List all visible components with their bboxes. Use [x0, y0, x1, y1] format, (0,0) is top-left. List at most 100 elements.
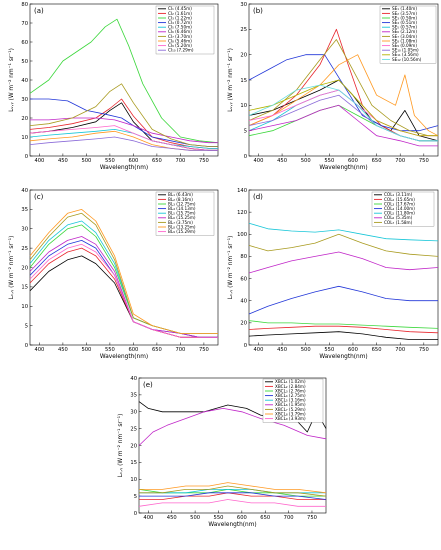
- legend-entry: CI₇ (3.70m): [168, 34, 192, 39]
- x-tick-label: 500: [81, 158, 91, 164]
- series-line: [29, 18, 219, 144]
- x-tick-label: 400: [253, 347, 263, 353]
- y-tick-label: 25: [240, 27, 247, 33]
- legend-entry: CI₂ (1.61m): [168, 11, 192, 16]
- legend-entry: BL₅ (15.75m): [168, 211, 196, 216]
- y-tick-label: 5: [25, 323, 28, 329]
- x-axis-label: Wavelength(nm): [100, 354, 148, 360]
- legend-entry: XBCL₄ (2.75m): [275, 393, 306, 398]
- legend-entry: SE₆ (2.12m): [392, 29, 417, 34]
- legend-entry: SE₁ (1.40m): [392, 6, 417, 11]
- x-tick-label: 400: [34, 158, 44, 164]
- y-tick-label: 35: [130, 393, 137, 399]
- x-tick-label: 750: [307, 515, 317, 521]
- x-tick-label: 550: [324, 347, 334, 353]
- y-tick-label: 0: [244, 343, 247, 349]
- y-tick-label: 0: [134, 511, 137, 517]
- legend-entry: XBCL₅ (3.16m): [275, 398, 306, 403]
- x-tick-label: 550: [324, 158, 334, 164]
- series-line: [29, 224, 218, 338]
- y-tick-label: 140: [237, 188, 247, 194]
- legend-entry: SE₇ (3.04m): [392, 34, 417, 39]
- series-line: [248, 104, 438, 147]
- y-tick-label: 10: [21, 135, 28, 141]
- y-tick-label: 20: [21, 265, 28, 271]
- legend: CI₁ (4.45m)CI₂ (1.61m)CI₃ (1.22m)CI₄ (0.…: [155, 5, 215, 55]
- y-tick-label: 10: [130, 477, 137, 483]
- series-line: [138, 499, 326, 507]
- y-axis-label: Lᵥ,ᵧ (W m⁻² nm⁻¹ sr⁻¹): [117, 414, 124, 478]
- legend-entry: SE₈ (1.08m): [392, 38, 417, 43]
- y-tick-label: 5: [134, 494, 137, 500]
- legend-entry: COL₇ (1.58m): [384, 220, 413, 225]
- series-line: [139, 482, 327, 494]
- panel-e: 400 450 500 550 600 650 700 750 0 5 10 15 20 25 30 35 40…: [117, 376, 327, 528]
- legend-entry: SE₂ (3.57m): [392, 11, 417, 16]
- legend-entry: CI₃ (1.22m): [168, 15, 192, 20]
- x-tick-label: 600: [348, 158, 358, 164]
- x-tick-label: 700: [395, 347, 405, 353]
- series-line: [29, 220, 218, 334]
- legend-entry: BL₆ (15.25m): [168, 215, 196, 220]
- y-tick-label: 25: [130, 426, 137, 432]
- y-tick-label: 20: [240, 321, 247, 327]
- y-tick-label: 60: [240, 276, 247, 282]
- series-line: [248, 79, 439, 142]
- x-tick-label: 550: [105, 347, 115, 353]
- series-line: [138, 407, 327, 446]
- series-line: [248, 251, 439, 274]
- panel-label: (c): [34, 193, 44, 201]
- y-tick-label: 50: [21, 59, 28, 65]
- y-axis-label: Lᵥ,ᵧ (W m⁻² nm⁻¹ sr⁻¹): [8, 236, 15, 300]
- legend-entry: COL₃ (17.67m): [384, 201, 415, 206]
- x-axis-label: Wavelength(nm): [100, 165, 148, 171]
- panel-a: 400 450 500 550 600 650 700 750 0 10 20 30 40 50 60 70 8…: [8, 2, 219, 171]
- panel-label: (d): [253, 193, 263, 201]
- x-tick-label: 600: [237, 515, 247, 521]
- x-tick-label: 600: [128, 347, 138, 353]
- legend-entry: CI₉ (5.20m): [168, 43, 192, 48]
- y-tick-label: 30: [21, 97, 28, 103]
- legend-entry: XBCL₃ (2.76m): [275, 388, 306, 393]
- x-tick-label: 700: [175, 347, 185, 353]
- legend-entry: COL₆ (5.35m): [384, 215, 413, 220]
- x-tick-label: 700: [175, 158, 185, 164]
- x-tick-label: 450: [167, 515, 177, 521]
- x-tick-label: 400: [253, 158, 263, 164]
- legend-entry: XBCL₂ (2.84m): [275, 384, 306, 389]
- x-tick-label: 450: [58, 347, 68, 353]
- x-axis-label: Wavelength(nm): [208, 522, 256, 528]
- series-line: [248, 331, 438, 340]
- legend-entry: XBCL₇ (5.29m): [275, 407, 306, 412]
- y-tick-label: 15: [130, 460, 137, 466]
- legend-entry: SE₁₂ (10.56m): [392, 57, 422, 62]
- y-axis-label: Lᵥ,ᵧ (W m⁻² nm⁻¹ sr⁻¹): [227, 48, 234, 112]
- legend-entry: SE₁₀ (1.05m): [392, 48, 419, 53]
- x-axis-label: Wavelength(nm): [319, 165, 367, 171]
- series-line: [30, 117, 218, 144]
- y-tick-label: 15: [240, 78, 247, 84]
- series-line: [248, 79, 438, 137]
- panel-b: 400 450 500 550 600 650 700 750 0 5 10 15 20 25 30 Wave…: [227, 2, 439, 171]
- legend-entry: COL₂ (15.65m): [384, 197, 415, 202]
- legend-entry: BL₈ (13.25m): [168, 224, 196, 229]
- y-tick-label: 30: [21, 227, 28, 233]
- y-tick-label: 80: [240, 254, 247, 260]
- legend-entry: COL₅ (11.80m): [384, 211, 415, 216]
- y-tick-label: 40: [130, 376, 137, 382]
- y-tick-label: 15: [21, 285, 28, 291]
- legend-entry: BL₁ (6.43m): [168, 192, 193, 197]
- x-tick-label: 500: [301, 158, 311, 164]
- legend-entry: SE₁₁ (3.56m): [392, 52, 419, 57]
- legend-entry: BL₂ (8.16m): [168, 197, 193, 202]
- y-tick-label: 30: [130, 410, 137, 416]
- x-tick-label: 650: [260, 515, 270, 521]
- legend-entry: CI₁ (4.45m): [168, 6, 192, 11]
- y-tick-label: 80: [21, 2, 28, 8]
- legend-entry: CI₄ (0.72m): [168, 20, 192, 25]
- panel-label: (e): [143, 381, 153, 389]
- legend-entry: COL₄ (14.00m): [384, 206, 415, 211]
- y-tick-label: 70: [21, 21, 28, 27]
- x-tick-label: 450: [277, 158, 287, 164]
